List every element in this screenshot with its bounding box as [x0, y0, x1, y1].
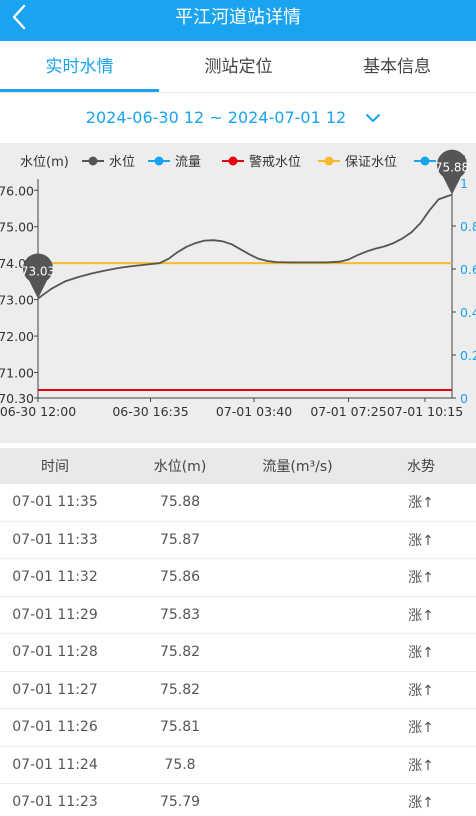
x-tick-label: 07-01 07:25	[310, 404, 386, 419]
table-row: 07-01 11:23 75.79 涨↑	[0, 784, 476, 816]
row-time: 07-01 11:26	[12, 719, 98, 736]
x-tick-label: 06-30 12:00	[0, 404, 76, 419]
row-flow	[235, 709, 360, 746]
row-level: 75.82	[159, 644, 201, 661]
row-time: 07-01 11:23	[12, 794, 98, 811]
start-value-pin-label: 73.03	[21, 265, 55, 279]
row-level: 75.86	[159, 569, 201, 586]
y-tick-label: 72.00	[0, 329, 34, 344]
end-value-pin	[437, 149, 468, 195]
y2-tick-label: 0.2	[460, 348, 476, 363]
back-button[interactable]	[4, 0, 40, 36]
row-trend: 涨↑	[408, 570, 434, 587]
legend-marker	[420, 156, 430, 166]
table-row: 07-01 11:27 75.82 涨↑	[0, 671, 476, 709]
column-header-level: 水位(m)	[153, 459, 207, 475]
row-trend: 涨↑	[408, 720, 434, 737]
y2-tick-label: 0.6	[460, 262, 476, 277]
legend-marker	[88, 156, 98, 166]
y2-tick-label: 0.4	[460, 305, 476, 320]
row-level: 75.82	[159, 681, 201, 698]
app-header: 平江河道站详情	[0, 0, 476, 41]
column-header-trend: 水势	[407, 459, 435, 475]
row-trend: 涨↑	[408, 757, 434, 774]
row-time: 07-01 11:33	[12, 531, 98, 548]
water-level-chart: 水位(m)水位流量警戒水位保证水位流量76.0075.0074.0073.007…	[0, 143, 476, 443]
active-tab-indicator	[0, 89, 159, 92]
tab-location[interactable]: 测站定位	[204, 57, 273, 77]
table-row: 07-01 11:28 75.82 涨↑	[0, 634, 476, 672]
row-flow	[235, 484, 360, 521]
tab-realtime[interactable]: 实时水情	[45, 57, 114, 77]
start-value-pin	[23, 253, 53, 299]
water-level-series-line	[37, 193, 453, 300]
y-tick-label: 75.00	[0, 220, 34, 235]
row-flow	[235, 634, 360, 671]
table-header: 时间 水位(m) 流量(m³/s) 水势	[0, 448, 476, 484]
row-level: 75.8	[164, 756, 196, 773]
row-level: 75.79	[159, 794, 201, 811]
tab-basic-info[interactable]: 基本信息	[363, 57, 431, 77]
row-flow	[235, 559, 360, 596]
row-level: 75.83	[159, 606, 201, 623]
table-row: 07-01 11:32 75.86 涨↑	[0, 559, 476, 597]
row-trend: 涨↑	[408, 682, 434, 699]
row-time: 07-01 11:27	[12, 681, 98, 698]
date-range-selector[interactable]: 2024-06-30 12 ~ 2024-07-01 12	[0, 93, 476, 143]
column-header-time: 时间	[41, 459, 69, 475]
row-trend: 涨↑	[408, 795, 434, 812]
end-value-pin-label: 75.88	[435, 161, 469, 175]
x-tick-label: 07-01 03:40	[216, 404, 292, 419]
row-flow	[235, 522, 360, 559]
column-header-flow: 流量(m³/s)	[262, 459, 333, 475]
table-row: 07-01 11:35 75.88 涨↑	[0, 484, 476, 522]
legend-label: 流量	[175, 155, 201, 170]
row-time: 07-01 11:29	[12, 606, 98, 623]
y2-tick-label: 0	[460, 391, 468, 406]
y-tick-label: 73.00	[0, 293, 34, 308]
row-flow	[235, 597, 360, 634]
y-axis-label: 水位(m)	[20, 155, 69, 170]
table-row: 07-01 11:26 75.81 涨↑	[0, 709, 476, 747]
row-trend: 涨↑	[408, 607, 434, 624]
page-title: 平江河道站详情	[175, 7, 301, 28]
tab-bar: 实时水情 测站定位 基本信息	[0, 41, 476, 93]
legend-label: 水位	[109, 155, 135, 170]
row-trend: 涨↑	[408, 645, 434, 662]
y-tick-label: 76.00	[0, 183, 34, 198]
x-tick-label: 07-01 10:15	[387, 404, 463, 419]
water-level-table: 07-01 11:35 75.88 涨↑ 07-01 11:33 75.87 涨…	[0, 484, 476, 816]
legend-label: 警戒水位	[249, 154, 301, 170]
y2-tick-label: 0.8	[460, 219, 476, 234]
row-time: 07-01 11:28	[12, 644, 98, 661]
legend-marker	[324, 156, 334, 166]
row-level: 75.88	[159, 494, 201, 511]
y2-tick-label: 1	[460, 176, 468, 191]
table-row: 07-01 11:29 75.83 涨↑	[0, 596, 476, 634]
row-time: 07-01 11:35	[12, 494, 98, 511]
x-tick-label: 06-30 16:35	[112, 404, 188, 419]
legend-marker	[228, 156, 238, 166]
y-tick-label: 70.30	[0, 391, 34, 406]
row-trend: 涨↑	[408, 532, 434, 549]
row-time: 07-01 11:32	[12, 569, 98, 586]
row-flow	[235, 672, 360, 709]
chevron-down-icon	[366, 114, 380, 122]
row-flow	[235, 784, 360, 816]
table-row: 07-01 11:33 75.87 涨↑	[0, 521, 476, 559]
legend-label: 保证水位	[345, 155, 397, 170]
row-level: 75.81	[159, 719, 201, 736]
legend-marker	[154, 156, 164, 166]
chevron-left-icon	[12, 4, 26, 30]
table-row: 07-01 11:24 75.8 涨↑	[0, 746, 476, 784]
row-trend: 涨↑	[408, 495, 434, 512]
date-range-text: 2024-06-30 12 ~ 2024-07-01 12	[85, 108, 347, 127]
row-time: 07-01 11:24	[12, 756, 98, 773]
y-tick-label: 71.00	[0, 365, 34, 380]
row-flow	[235, 747, 360, 784]
row-level: 75.87	[159, 531, 201, 548]
chart-svg: 水位(m)水位流量警戒水位保证水位流量76.0075.0074.0073.007…	[0, 149, 476, 419]
